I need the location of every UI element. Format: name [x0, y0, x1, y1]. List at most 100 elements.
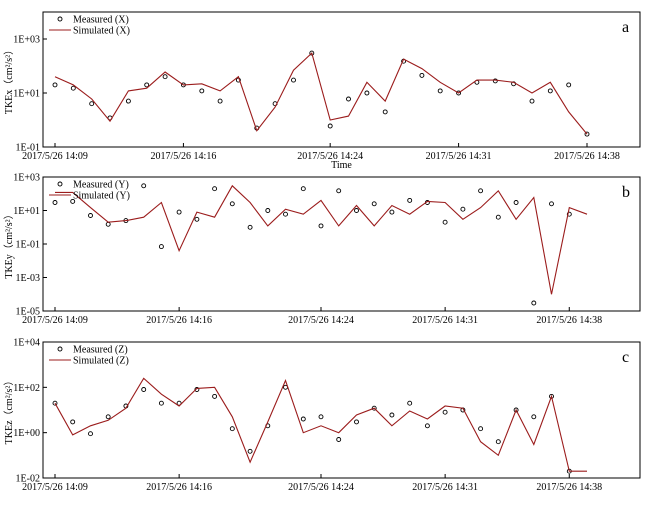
measured-point	[495, 214, 501, 220]
plot-area-c	[42, 341, 641, 479]
measured-point	[300, 416, 306, 422]
y-tick-label: 1E+04	[13, 338, 40, 349]
measured-point	[531, 300, 537, 306]
measured-point	[437, 88, 443, 94]
y-tick-label: 1E+01	[13, 206, 40, 217]
measured-point	[382, 109, 388, 115]
measured-point	[176, 400, 182, 406]
measured-point	[407, 197, 413, 203]
measured-point	[531, 414, 537, 420]
y-axis-title: TKEy（cm²/s²）	[3, 209, 15, 278]
x-tick-label: 2017/5/26 14:16	[150, 151, 216, 162]
measured-point	[549, 201, 554, 207]
measured-point	[141, 387, 147, 392]
measured-point	[70, 85, 76, 91]
measured-point	[371, 201, 377, 207]
panel-a: 1E-01 1E+01 1E+03 2017/5/26 14:09 2017/5/26 …	[3, 11, 641, 171]
panel-label: a	[622, 19, 629, 36]
x-tick-label: 2017/5/26 14:31	[412, 482, 478, 493]
legend-label: Measured (Y)	[73, 180, 129, 191]
measured-point	[229, 426, 235, 432]
y-tick-label: 1E-01	[16, 240, 40, 251]
measured-point	[318, 223, 324, 229]
measured-point	[212, 393, 218, 399]
measured-point	[478, 188, 484, 194]
measured-point	[291, 77, 296, 83]
measured-point	[336, 188, 342, 194]
measured-point	[88, 431, 93, 437]
x-tick-label: 2017/5/26 14:09	[22, 482, 88, 493]
measured-point	[492, 78, 498, 84]
measured-point	[162, 74, 168, 80]
measured-point	[247, 224, 253, 230]
measured-point	[389, 209, 395, 215]
measured-point	[566, 82, 572, 88]
measured-point	[354, 208, 359, 213]
x-tick-label: 2017/5/26 14:09	[22, 151, 88, 162]
x-tick-label: 2017/5/26 14:38	[554, 151, 620, 162]
measured-point	[144, 82, 150, 88]
y-tick-label: 1E-02	[16, 474, 40, 485]
measured-point	[105, 414, 111, 420]
measured-point	[229, 201, 235, 207]
y-tick-label: 1E-03	[16, 273, 40, 284]
measured-point	[70, 419, 76, 425]
legend-label: Measured (Z)	[73, 345, 128, 356]
measured-point	[158, 244, 164, 250]
measured-point	[89, 101, 95, 107]
measured-point	[346, 96, 351, 102]
measured-point	[141, 183, 147, 189]
measured-point	[52, 200, 58, 205]
y-axis-title: TKEz（cm²/s²）	[3, 376, 15, 445]
measured-point	[389, 412, 395, 418]
measured-point	[283, 211, 288, 217]
simulated-line	[55, 184, 588, 295]
measured-point	[513, 200, 519, 205]
measured-point	[88, 213, 93, 218]
measured-point	[194, 216, 200, 222]
measured-point	[495, 439, 501, 445]
measured-point	[125, 98, 131, 104]
measured-point	[442, 219, 448, 225]
measured-point	[424, 423, 430, 429]
simulated-line	[54, 52, 588, 135]
panel-label: b	[622, 184, 630, 201]
legend-label: Simulated (X)	[73, 26, 130, 37]
x-tick-label: 2017/5/26 14:24	[288, 482, 354, 493]
panel-c: 1E-02 1E+00 1E+02 1E+04 2017/5/26 14:09 2017/…	[3, 338, 641, 493]
measured-point	[105, 221, 111, 227]
legend-label: Simulated (Z)	[73, 356, 129, 367]
x-axis-title: Time	[331, 160, 352, 171]
legend: Measured (Y)Simulated (Y)	[49, 180, 130, 202]
panel-label: c	[622, 349, 629, 366]
x-tick-label: 2017/5/26 14:16	[146, 482, 212, 493]
measured-point	[336, 437, 342, 442]
x-tick-label: 2017/5/26 14:31	[412, 315, 478, 326]
measured-point	[364, 90, 370, 96]
measured-point	[419, 72, 425, 78]
legend: Measured (Z)Simulated (Z)	[49, 345, 129, 367]
y-tick-label: 1E-05	[16, 307, 40, 318]
measured-point	[300, 186, 306, 192]
x-tick-label: 2017/5/26 14:24	[297, 151, 363, 162]
legend-marker-icon	[57, 16, 63, 22]
plot-area-a	[42, 11, 641, 148]
y-tick-label: 1E-01	[16, 143, 40, 154]
simulated-line	[54, 377, 587, 472]
measured-point	[442, 409, 448, 415]
measured-point	[529, 98, 535, 104]
x-tick-label: 2017/5/26 14:16	[146, 315, 212, 326]
y-tick-label: 1E+01	[13, 89, 40, 100]
measured-point	[478, 426, 484, 432]
measured-point	[52, 82, 58, 88]
x-tick-label: 2017/5/26 14:24	[288, 315, 354, 326]
measured-point	[212, 186, 218, 192]
legend-label: Simulated (Y)	[73, 191, 130, 202]
y-tick-label: 1E+02	[13, 383, 40, 394]
legend-marker-icon	[57, 181, 63, 187]
y-tick-label: 1E+03	[13, 35, 40, 46]
measured-point	[265, 208, 271, 213]
panel-b: 1E-05 1E-03 1E-01 1E+01 1E+03 2017/5/26 14:09…	[3, 173, 641, 326]
measured-point	[199, 88, 205, 94]
